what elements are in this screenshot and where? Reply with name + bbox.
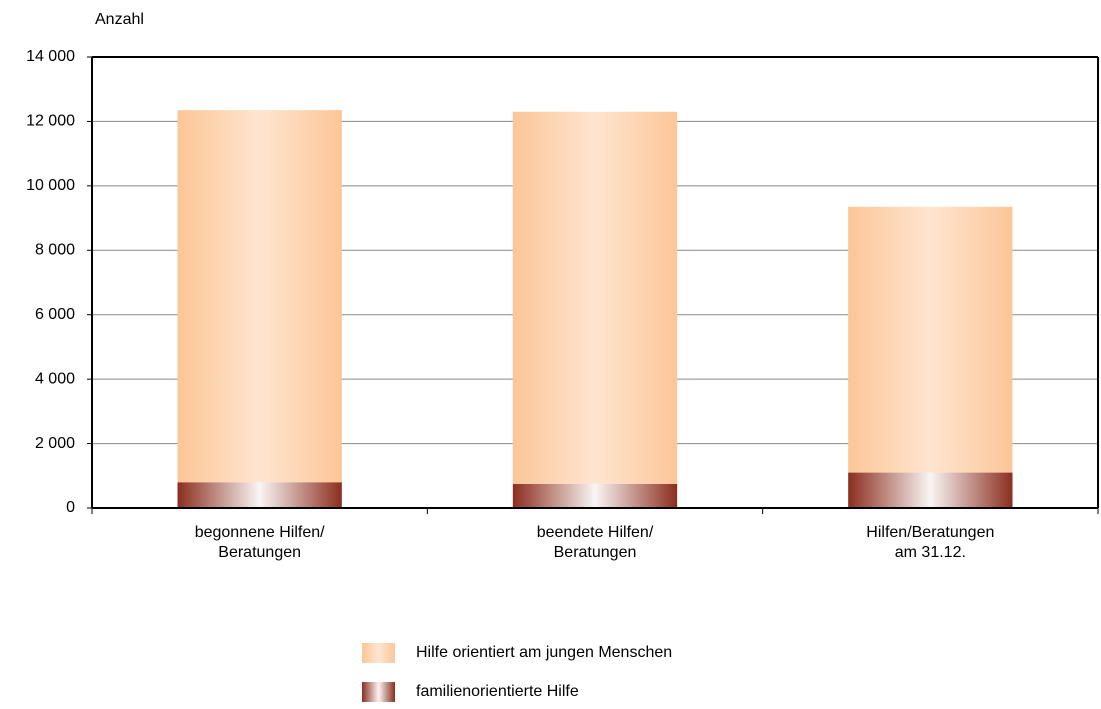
bar-segment	[512, 111, 678, 484]
y-tick-label: 0	[66, 499, 75, 516]
legend-label: Hilfe orientiert am jungen Menschen	[416, 644, 672, 661]
legend-swatch	[362, 682, 395, 702]
y-tick-label: 8 000	[35, 242, 75, 259]
legend-swatch	[362, 643, 395, 663]
x-tick-label: begonnene Hilfen/ Beratungen	[194, 524, 325, 561]
bar-segment	[512, 483, 678, 508]
y-tick-label: 6 000	[35, 306, 75, 323]
y-tick-label: 2 000	[35, 435, 75, 452]
bar-segment	[177, 482, 342, 508]
y-tick-label: 12 000	[26, 113, 75, 130]
bar-segment	[177, 110, 342, 483]
bar-segment	[848, 206, 1013, 473]
y-tick-label: 10 000	[26, 177, 75, 194]
bar-segment	[848, 472, 1013, 508]
x-tick-label: beendete Hilfen/ Beratungen	[536, 524, 654, 561]
legend-label: familienorientierte Hilfe	[416, 683, 579, 700]
x-tick-label: Hilfen/Beratungen am 31.12.	[866, 524, 995, 561]
y-axis-title: Anzahl	[95, 11, 144, 28]
y-tick-label: 4 000	[35, 370, 75, 387]
y-tick-label: 14 000	[26, 48, 75, 65]
